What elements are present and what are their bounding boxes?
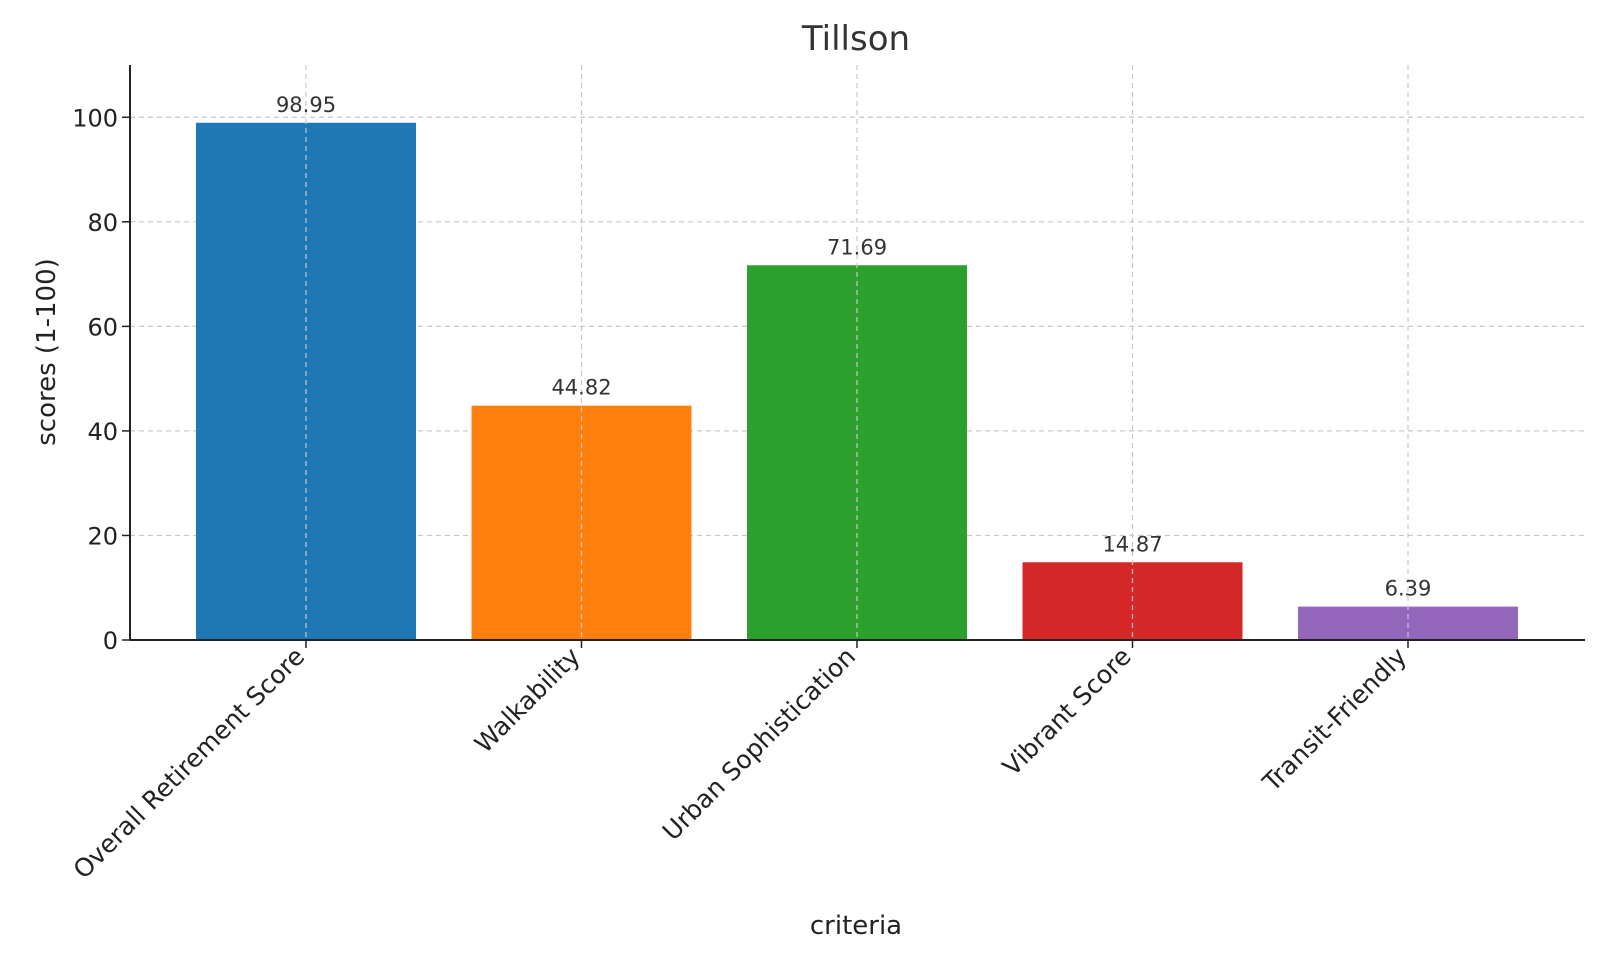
chart-title: Tillson — [801, 19, 910, 59]
x-tick-label: Vibrant Score — [997, 642, 1137, 782]
bar-value-label: 98.95 — [276, 93, 336, 117]
bars — [196, 65, 1518, 641]
x-axis-label: criteria — [810, 911, 902, 941]
bar-value-label: 14.87 — [1102, 532, 1162, 556]
x-tick-label: Urban Sophistication — [657, 642, 861, 846]
y-tick-label: 20 — [87, 522, 118, 550]
bar-value-label: 71.69 — [827, 235, 887, 259]
y-axis-label: scores (1-100) — [32, 258, 62, 446]
y-tick-label: 40 — [87, 418, 118, 446]
bar-value-label: 44.82 — [551, 376, 611, 400]
y-tick-label: 100 — [72, 104, 118, 132]
y-tick-label: 0 — [103, 627, 118, 655]
y-tick-label: 80 — [87, 209, 118, 237]
y-tick-label: 60 — [87, 313, 118, 341]
x-tick-label: Overall Retirement Score — [68, 642, 311, 885]
x-tick-label: Walkability — [469, 642, 586, 759]
axes — [122, 65, 1585, 648]
x-tick-label: Transit-Friendly — [1256, 642, 1412, 798]
bar-walkability — [471, 405, 692, 640]
bar-value-label: 6.39 — [1385, 577, 1432, 601]
